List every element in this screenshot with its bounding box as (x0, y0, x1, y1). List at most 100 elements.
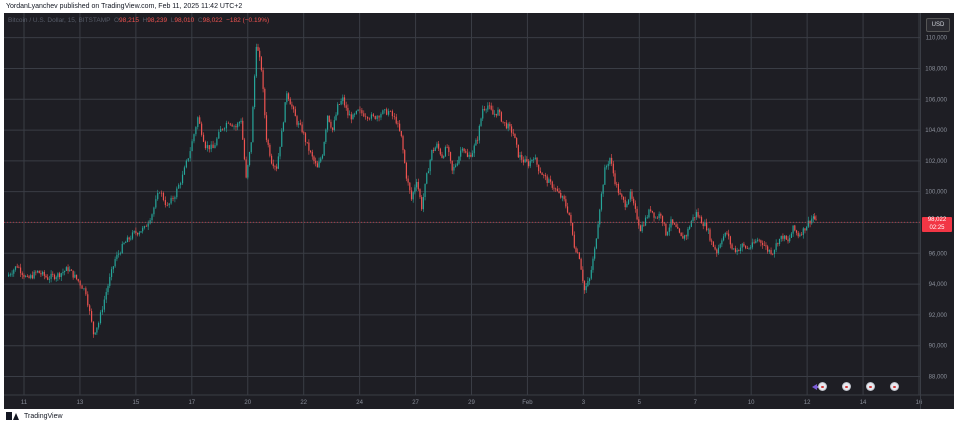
bar-countdown: 02:25 (929, 224, 945, 231)
candle-body (400, 130, 402, 137)
candle-body (181, 174, 184, 184)
candle-body (573, 234, 575, 248)
candle-body (441, 154, 443, 158)
publisher-caption: YordanLyanchev published on TradingView.… (6, 3, 243, 10)
candle-body (225, 122, 228, 129)
candle-body (264, 88, 266, 116)
candle-body (451, 160, 453, 171)
candle-body (101, 309, 104, 313)
candle-body (414, 187, 416, 193)
candle-body (644, 217, 647, 226)
candle-body (612, 163, 614, 174)
candle-body (517, 144, 519, 158)
candle-body (149, 220, 151, 224)
event-icon[interactable] (866, 382, 875, 391)
candle-body (556, 188, 558, 192)
chart-panel[interactable]: 88,00090,00092,00094,00096,00098,000100,… (4, 13, 954, 409)
candle-body (738, 250, 740, 252)
candle-body (123, 242, 125, 244)
candle-body (242, 120, 244, 140)
candle-body (509, 123, 511, 127)
candle-body (480, 118, 482, 126)
candle-body (546, 176, 548, 183)
candle-body (216, 138, 218, 146)
candle-body (23, 274, 25, 277)
candle-body (704, 222, 706, 227)
candle-body (204, 141, 207, 149)
candle-body (238, 122, 240, 124)
candle-body (343, 97, 346, 106)
candle-body (407, 178, 409, 183)
price-chart[interactable]: 88,00090,00092,00094,00096,00098,000100,… (4, 13, 954, 409)
candle-body (60, 273, 62, 278)
footer-brand: TradingView (24, 412, 63, 420)
candle-body (340, 100, 342, 105)
candle-body (382, 110, 384, 115)
candle-body (745, 245, 747, 249)
candle-body (259, 50, 261, 58)
candle-body (89, 305, 91, 312)
candle-body (293, 106, 295, 110)
candle-body (533, 159, 535, 161)
candle-body (627, 199, 630, 204)
candle-body (119, 253, 122, 254)
candle-body (709, 229, 711, 241)
candle-body (14, 266, 17, 270)
candle-body (555, 188, 557, 190)
candle-body (661, 215, 664, 223)
candle-body (687, 228, 689, 237)
candle-body (794, 225, 796, 231)
candle-body (140, 231, 142, 233)
candle-body (594, 248, 596, 259)
candle-body (815, 219, 817, 220)
candle-body (178, 184, 180, 189)
candle-body (614, 173, 616, 185)
candle-body (197, 117, 199, 128)
event-icon[interactable] (890, 382, 899, 391)
candle-body (257, 46, 259, 51)
candle-body (133, 231, 135, 233)
candle-body (463, 148, 465, 152)
candle-body (665, 223, 667, 236)
candle-body (350, 114, 352, 120)
candle-body (389, 111, 392, 112)
candle-body (338, 104, 341, 105)
candle-body (553, 187, 555, 189)
candle-body (534, 157, 536, 160)
price-axis[interactable] (920, 13, 954, 409)
candle-body (726, 232, 728, 234)
event-icon[interactable] (842, 382, 851, 391)
candle-body (519, 155, 521, 158)
candle-body (714, 246, 716, 250)
candle-body (670, 219, 672, 228)
candle-body (761, 242, 764, 245)
candle-body (439, 148, 441, 155)
candle-body (354, 113, 356, 115)
candle-body (585, 286, 587, 291)
candle-body (577, 252, 579, 253)
candle-body (456, 163, 458, 166)
candle-body (473, 145, 475, 154)
candle-body (254, 76, 256, 108)
tradingview-logo[interactable]: TradingView (6, 412, 63, 420)
candle-body (31, 275, 34, 279)
candle-body (130, 238, 132, 240)
candle-body (28, 276, 30, 278)
candle-body (126, 237, 129, 243)
price-tick-label: 102,000 (925, 159, 947, 165)
candle-body (69, 269, 71, 271)
candle-body (683, 235, 686, 239)
candle-body (147, 223, 149, 227)
candle-body (583, 280, 586, 291)
candle-body (651, 210, 653, 213)
candle-body (36, 270, 39, 273)
candle-body (321, 155, 324, 159)
event-icon[interactable] (818, 382, 827, 391)
candle-body (814, 216, 816, 220)
currency-button[interactable]: USD (926, 18, 950, 32)
candle-body (92, 321, 95, 335)
candle-body (600, 193, 603, 210)
candle-body (391, 111, 394, 117)
candle-body (436, 143, 438, 148)
candle-body (243, 139, 246, 160)
